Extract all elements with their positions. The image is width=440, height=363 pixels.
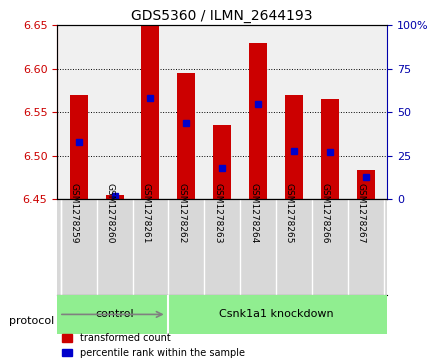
Title: GDS5360 / ILMN_2644193: GDS5360 / ILMN_2644193	[132, 9, 313, 23]
Bar	[357, 170, 374, 199]
Legend: transformed count, percentile rank within the sample: transformed count, percentile rank withi…	[62, 333, 245, 358]
Bar	[213, 125, 231, 199]
Text: GSM1278263: GSM1278263	[213, 183, 222, 244]
Bar	[106, 195, 124, 199]
Text: GSM1278266: GSM1278266	[321, 183, 330, 244]
Text: GSM1278265: GSM1278265	[285, 183, 294, 244]
Text: Csnk1a1 knockdown: Csnk1a1 knockdown	[219, 309, 334, 319]
Bar	[142, 25, 159, 199]
Text: GSM1278261: GSM1278261	[142, 183, 150, 244]
Text: GSM1278260: GSM1278260	[106, 183, 114, 244]
Text: GSM1278262: GSM1278262	[177, 183, 186, 244]
Text: control: control	[95, 309, 134, 319]
Bar	[177, 73, 195, 199]
Text: GSM1278264: GSM1278264	[249, 183, 258, 244]
Text: GSM1278267: GSM1278267	[357, 183, 366, 244]
Bar	[321, 99, 339, 199]
Bar	[70, 95, 88, 199]
Bar	[249, 43, 267, 199]
Text: protocol: protocol	[9, 316, 54, 326]
Text: GSM1278259: GSM1278259	[70, 183, 79, 244]
Bar	[285, 95, 303, 199]
